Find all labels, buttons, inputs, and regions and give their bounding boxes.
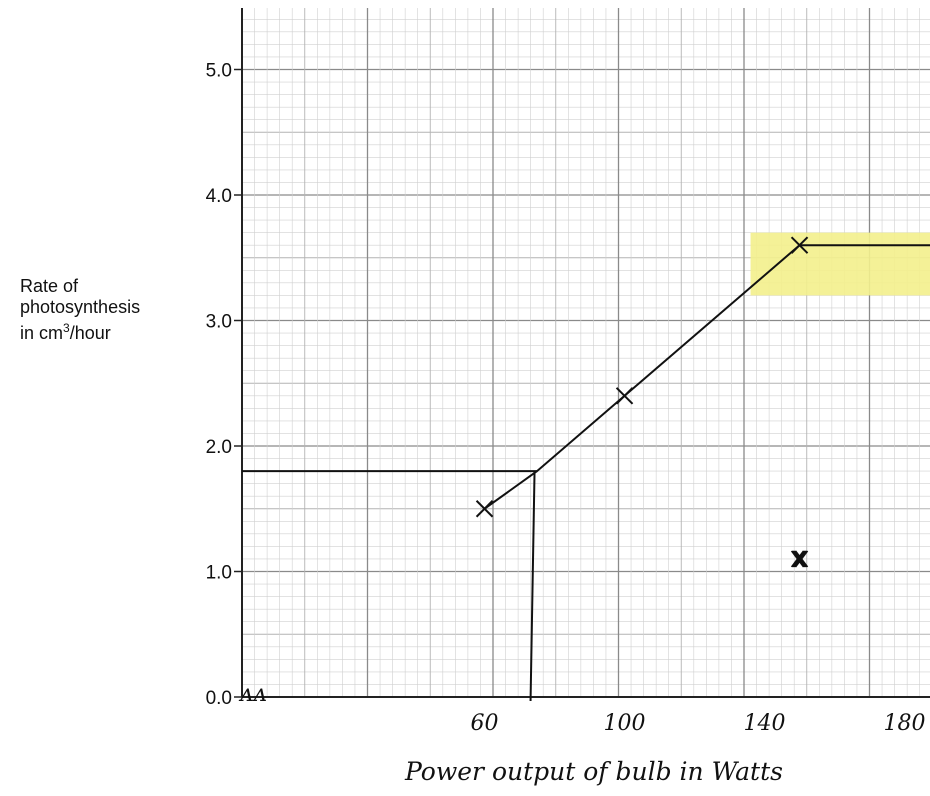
y-axis-label-line1: Rate of — [20, 276, 79, 296]
y-axis-label-line3: in cm3/hour — [20, 318, 190, 344]
y-axis-label-unit-sup: 3 — [63, 321, 70, 335]
x-tick-label: 60 — [471, 711, 499, 736]
x-tick-label: 100 — [604, 711, 646, 736]
axes — [241, 8, 930, 698]
x-tick-label: 180 — [884, 711, 926, 736]
y-axis-ticks: 0.0 1.0 2.0 3.0 4.0 5.0 — [206, 61, 242, 709]
y-tick-label: 2.0 — [206, 437, 232, 458]
data-point — [790, 236, 809, 254]
data-point — [615, 387, 634, 405]
secondary-marks — [790, 550, 809, 568]
y-axis-label-unit-suffix: /hour — [69, 323, 111, 343]
y-tick-label: 3.0 — [206, 312, 232, 333]
data-markers — [475, 236, 809, 518]
axis-break-mark: ᴧᴧ — [238, 679, 267, 707]
x-tick-label: 140 — [744, 711, 786, 736]
y-tick-label: 5.0 — [206, 61, 232, 82]
graph-paper-grid — [241, 8, 930, 698]
y-axis-label: Rate of photosynthesis in cm3/hour — [20, 276, 190, 344]
y-tick-label: 0.0 — [206, 688, 232, 709]
y-tick-label: 1.0 — [206, 563, 232, 584]
series-polyline — [483, 244, 930, 510]
secondary-mark — [790, 550, 809, 568]
x-axis-ticks: 60100140180240 — [471, 711, 926, 736]
y-axis-label-line2: photosynthesis — [20, 297, 141, 317]
data-point-stroke — [790, 236, 809, 254]
reading-line-vertical — [529, 471, 536, 702]
data-point — [475, 500, 494, 518]
reading-lines — [242, 470, 538, 702]
data-point-stroke — [615, 387, 634, 405]
highlight-band — [750, 232, 930, 296]
y-tick-label: 4.0 — [206, 186, 232, 207]
x-axis-label: Power output of bulb in Watts — [404, 757, 783, 786]
secondary-mark-stroke — [794, 550, 809, 568]
data-point-stroke — [475, 500, 494, 518]
series-line — [483, 244, 930, 510]
y-axis-label-unit-prefix: in cm — [20, 323, 64, 343]
